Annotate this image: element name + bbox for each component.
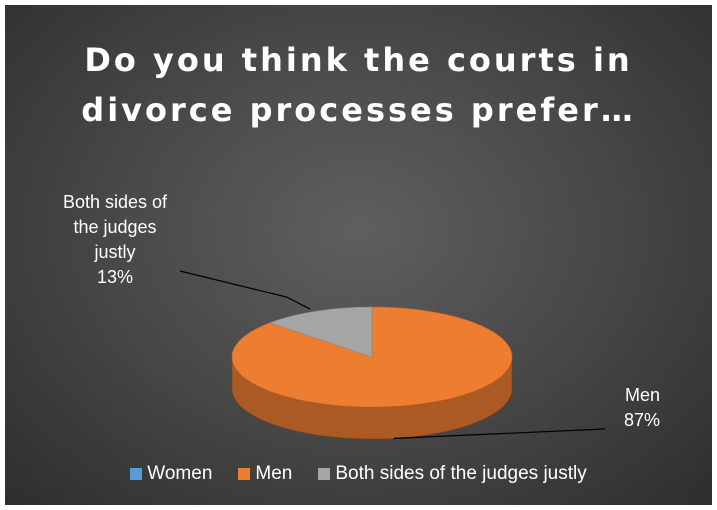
- leader-line-both-sides: [179, 270, 311, 310]
- chart-legend: Women Men Both sides of the judges justl…: [5, 463, 712, 485]
- data-label-line: the judges: [73, 217, 157, 237]
- legend-swatch-both-sides: [318, 468, 331, 480]
- legend-label-both-sides: Both sides of the judges justly: [335, 463, 587, 484]
- legend-swatch-men: [238, 468, 251, 480]
- legend-swatch-women: [130, 468, 143, 480]
- data-label-line: Both sides of: [62, 192, 168, 212]
- data-label-men: Men 87%: [580, 383, 660, 433]
- leader-line-men: [393, 428, 606, 439]
- chart-title-line-2: divorce processes prefer…: [81, 91, 636, 129]
- legend-item-both-sides: Both sides of the judges justly: [318, 463, 587, 485]
- chart-title-line-1: Do you think the courts in: [84, 41, 633, 79]
- data-label-line: Men: [624, 385, 660, 405]
- pie-slice-both-sides-of-the-judges-justly: [269, 306, 373, 358]
- legend-item-men: Men: [238, 463, 292, 485]
- data-label-percent: 87%: [623, 410, 660, 430]
- legend-label-women: Women: [147, 463, 213, 484]
- data-label-percent: 13%: [96, 267, 134, 287]
- data-label-line: justly: [94, 242, 136, 262]
- data-label-both-sides: Both sides of the judges justly 13%: [45, 190, 185, 290]
- pie-chart: [179, 270, 606, 440]
- chart-area: Do you think the courts in divorce proce…: [5, 5, 712, 505]
- legend-label-men: Men: [255, 463, 293, 484]
- chart-title: Do you think the courts in divorce proce…: [5, 35, 712, 135]
- legend-item-women: Women: [130, 463, 212, 485]
